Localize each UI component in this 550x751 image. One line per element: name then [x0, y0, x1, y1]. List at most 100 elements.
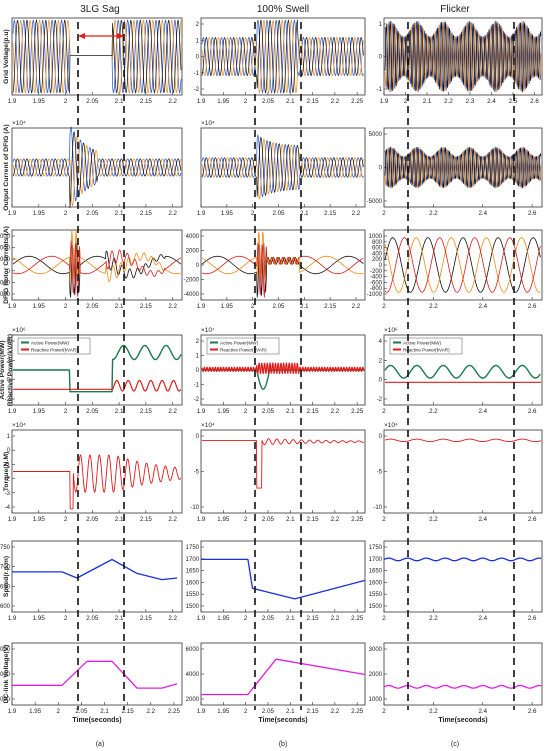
x-tick-label: 1.9 — [8, 210, 17, 217]
x-tick-label: 1.9 — [197, 210, 206, 217]
x-tick-label: 2.2 — [168, 408, 177, 415]
y-tick-label: 1700 — [186, 557, 200, 563]
x-tick-label: 2.6 — [528, 408, 537, 415]
row-label: DFIG Rotor Currents (A) — [3, 226, 10, 304]
x-tick-label: 2.15 — [324, 303, 337, 310]
y-tick-label: 0 — [196, 368, 200, 374]
x-tick-label: 2.25 — [351, 98, 364, 105]
x-tick-label: 2.2 — [168, 615, 177, 622]
y-tick-label: -5 — [194, 470, 200, 476]
phase-line — [201, 19, 364, 94]
axes-box — [383, 429, 543, 514]
phase-line — [384, 146, 542, 189]
x-tick-label: 2.4 — [478, 303, 487, 310]
x-tick-label: 1.9 — [197, 615, 206, 622]
x-tick-label: 2 — [382, 408, 386, 415]
torque-line — [201, 438, 365, 489]
y-tick-label: 800 — [372, 240, 383, 246]
y-tick-label: 0 — [379, 434, 383, 440]
phase-line — [12, 131, 182, 209]
row-label: Speed(r.p.m) — [3, 556, 10, 597]
column-title: 100% Swell — [257, 4, 309, 15]
y-tick-label: 200 — [372, 257, 383, 263]
y-tick-label: 1 — [7, 434, 11, 440]
axes-box — [11, 229, 183, 301]
x-tick-label: 1.95 — [221, 303, 234, 310]
x-tick-label: 1.95 — [217, 615, 230, 622]
y-tick-label: 2 — [196, 339, 200, 345]
x-tick-label: 1.95 — [217, 516, 230, 523]
x-tick-label: 2 — [64, 615, 68, 622]
x-tick-label: 2.05 — [262, 408, 275, 415]
y-tick-label: 0 — [7, 448, 11, 454]
x-tick-label: 1.9 — [8, 615, 17, 622]
x-tick-label: 2.4 — [487, 98, 496, 105]
y-tick-label: 1600 — [369, 580, 383, 586]
x-tick-label: 2 — [64, 303, 68, 310]
y-tick-label: 2 — [379, 358, 383, 364]
torque-line — [384, 438, 542, 443]
x-axis-label: Time(seconds) — [438, 717, 487, 724]
x-tick-label: 2.25 — [351, 615, 364, 622]
x-tick-label: 2.1 — [100, 708, 109, 715]
x-tick-label: 2.2 — [429, 516, 438, 523]
y-tick-label: 3000 — [369, 647, 383, 653]
x-tick-label: 2.1 — [115, 516, 124, 523]
row-label: Output Current of DFIG (A) — [3, 124, 10, 210]
y-tick-label: 1700 — [369, 557, 383, 563]
y-tick-label: 2000 — [369, 672, 383, 678]
row-label: Grid Voltage(p.u) — [3, 29, 10, 84]
y-tick-label: -1 — [194, 71, 200, 77]
y-tick-label: 1000 — [0, 257, 11, 263]
axes-box — [200, 642, 366, 706]
axis-multiplier: ×10⁶ — [12, 327, 26, 334]
x-tick-label: 2.15 — [140, 615, 153, 622]
x-tick-label: 2.4 — [478, 615, 487, 622]
x-tick-label: 1.95 — [217, 98, 230, 105]
axes-box — [11, 642, 183, 706]
x-tick-label: 2.15 — [140, 98, 153, 105]
y-tick-label: 2000 — [0, 246, 11, 252]
y-tick-label: 0 — [196, 55, 200, 61]
row-label: DC-link Voltage(V) — [3, 645, 10, 704]
x-tick-label: 2 — [251, 210, 255, 217]
x-tick-label: 2.2 — [168, 210, 177, 217]
legend-label-active: Active Power(MW) — [31, 341, 69, 346]
x-tick-label: 2.05 — [86, 210, 99, 217]
legend-label-reactive: Reactive Power(kVAR) — [220, 348, 267, 353]
dc-link-line — [201, 658, 366, 696]
x-tick-label: 2.1 — [115, 408, 124, 415]
x-tick-label: 2.1 — [286, 708, 295, 715]
y-tick-label: 1550 — [186, 592, 200, 598]
rotor-current-line — [201, 243, 364, 298]
y-tick-label: -2 — [194, 397, 200, 403]
x-tick-label: 2.15 — [140, 210, 153, 217]
y-tick-label: 0 — [379, 263, 383, 269]
x-tick-label: 2.05 — [262, 708, 275, 715]
x-tick-label: 2.1 — [115, 303, 124, 310]
y-tick-label: -4000 — [184, 292, 200, 298]
legend: Active Power(MW) Reactive Power(kVAR) — [206, 337, 280, 355]
y-tick-label: 1750 — [369, 545, 383, 551]
y-tick-label: 1600 — [186, 580, 200, 586]
x-tick-label: 2 — [251, 303, 255, 310]
y-tick-label: 4000 — [186, 234, 200, 240]
x-tick-label: 2.6 — [528, 708, 537, 715]
x-tick-label: 2.2 — [444, 98, 453, 105]
x-tick-label: 2.05 — [262, 516, 275, 523]
x-tick-label: 2 — [64, 516, 68, 523]
y-tick-label: -4 — [5, 505, 11, 511]
x-tick-label: 2 — [404, 98, 408, 105]
overlay — [77, 22, 515, 710]
y-tick-label: 1500 — [186, 604, 200, 610]
x-tick-label: 1.9 — [8, 303, 17, 310]
x-tick-label: 2.05 — [262, 615, 275, 622]
legend-label-reactive: Reactive Power(kVAR) — [31, 348, 78, 353]
axes-box — [383, 229, 543, 301]
x-tick-label: 1.95 — [33, 408, 46, 415]
x-tick-label: 2.25 — [351, 408, 364, 415]
axes-box — [383, 540, 543, 613]
x-tick-label: 2.25 — [351, 516, 364, 523]
x-tick-label: 1.9 — [197, 708, 206, 715]
x-tick-label: 2.2 — [168, 516, 177, 523]
